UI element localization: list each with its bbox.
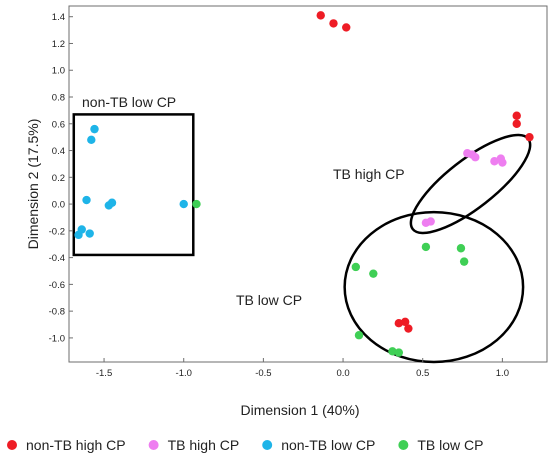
- legend-marker-tb-low-cp: [398, 440, 409, 450]
- non-tb-low-cp-point: [82, 195, 91, 205]
- non-tb-high-cp-point: [342, 23, 351, 32]
- legend-label-tb-high-cp: TB high CP: [168, 437, 240, 453]
- non-tb-high-cp-point: [404, 324, 413, 333]
- y-tick-label: -1.0: [49, 333, 65, 344]
- tb-high-cp-point: [498, 158, 507, 167]
- non-tb-low-cp-point: [107, 198, 117, 207]
- y-tick-label: 0.8: [52, 93, 65, 104]
- y-tick-label: -0.8: [49, 307, 65, 318]
- y-tick-label: 1.2: [52, 39, 65, 50]
- non-tb-low-cp-point: [87, 135, 96, 145]
- x-tick-label: 0.0: [336, 368, 349, 379]
- tb-low-cp-point: [394, 348, 404, 357]
- legend: non-TB high CP TB high CP non-TB low CP TB …: [7, 437, 483, 453]
- tb-low-cp-group-outline: [343, 210, 525, 364]
- legend-label-non-tb-low-cp: non-TB low CP: [281, 437, 375, 453]
- tb-low-cp-point: [388, 347, 397, 356]
- annotation-tb-low-cp: TB low CP: [236, 292, 302, 308]
- non-tb-low-cp-point: [90, 124, 99, 134]
- y-tick-label: -0.6: [49, 280, 65, 291]
- y-tick-label: -0.4: [49, 253, 65, 264]
- tb-low-cp-point: [354, 331, 364, 340]
- tb-high-cp-point: [490, 157, 499, 166]
- data-points: [74, 11, 534, 357]
- legend-label-tb-low-cp: TB low CP: [417, 437, 483, 453]
- non-tb-high-cp-point: [316, 11, 325, 20]
- x-axis-title: Dimension 1 (40%): [240, 402, 359, 418]
- non-tb-high-cp-point: [329, 19, 338, 28]
- tb-low-cp-point: [192, 199, 201, 209]
- y-tick-label: 0.0: [52, 200, 65, 211]
- y-tick-label: 1.0: [52, 66, 65, 77]
- legend-marker-tb-high-cp: [148, 440, 159, 450]
- y-tick-label: 0.4: [52, 146, 65, 157]
- x-tick-label: -1.5: [96, 368, 112, 379]
- plot-frame: [68, 5, 548, 363]
- non-tb-low-cp-point: [85, 229, 94, 238]
- x-tick-label: 0.5: [416, 368, 429, 379]
- y-tick-label: -0.2: [49, 226, 65, 237]
- non-tb-low-cp-point: [179, 199, 188, 209]
- axis-ticks: -1.5 -1.0 -0.5 0.0 0.5 1.0 1.4 1.2 1.0 0.8 0.6 0.4 0…: [49, 12, 509, 379]
- tb-high-cp-point: [426, 217, 435, 226]
- tb-low-cp-point: [421, 242, 431, 252]
- y-tick-label: 0.6: [52, 119, 65, 130]
- legend-marker-non-tb-high-cp: [7, 440, 17, 450]
- tb-high-cp-group-outline: [409, 133, 532, 235]
- legend-marker-non-tb-low-cp: [262, 440, 273, 450]
- y-tick-label: 0.2: [52, 173, 65, 184]
- annotation-non-tb-low-cp: non-TB low CP: [82, 94, 176, 110]
- non-tb-high-cp-point: [512, 111, 521, 120]
- non-tb-low-cp-group-outline: [72, 113, 195, 257]
- non-tb-high-cp-point: [512, 119, 521, 128]
- non-tb-high-cp-point: [400, 317, 410, 327]
- tb-low-cp-point: [351, 262, 360, 272]
- tb-low-cp-point: [369, 269, 378, 278]
- non-tb-low-cp-point: [74, 230, 83, 240]
- x-tick-label: -0.5: [255, 368, 271, 379]
- non-tb-high-cp-point: [525, 132, 534, 142]
- tb-low-cp-point: [459, 257, 469, 266]
- legend-label-non-tb-high-cp: non-TB high CP: [26, 437, 126, 453]
- y-axis-title: Dimension 2 (17.5%): [25, 119, 41, 250]
- tb-high-cp-point: [471, 153, 480, 162]
- x-tick-label: 1.0: [496, 368, 509, 379]
- x-tick-label: -1.0: [176, 368, 192, 379]
- tb-low-cp-point: [456, 244, 466, 253]
- non-tb-high-cp-point: [394, 318, 404, 328]
- annotation-tb-high-cp: TB high CP: [333, 166, 405, 182]
- y-tick-label: 1.4: [52, 12, 65, 23]
